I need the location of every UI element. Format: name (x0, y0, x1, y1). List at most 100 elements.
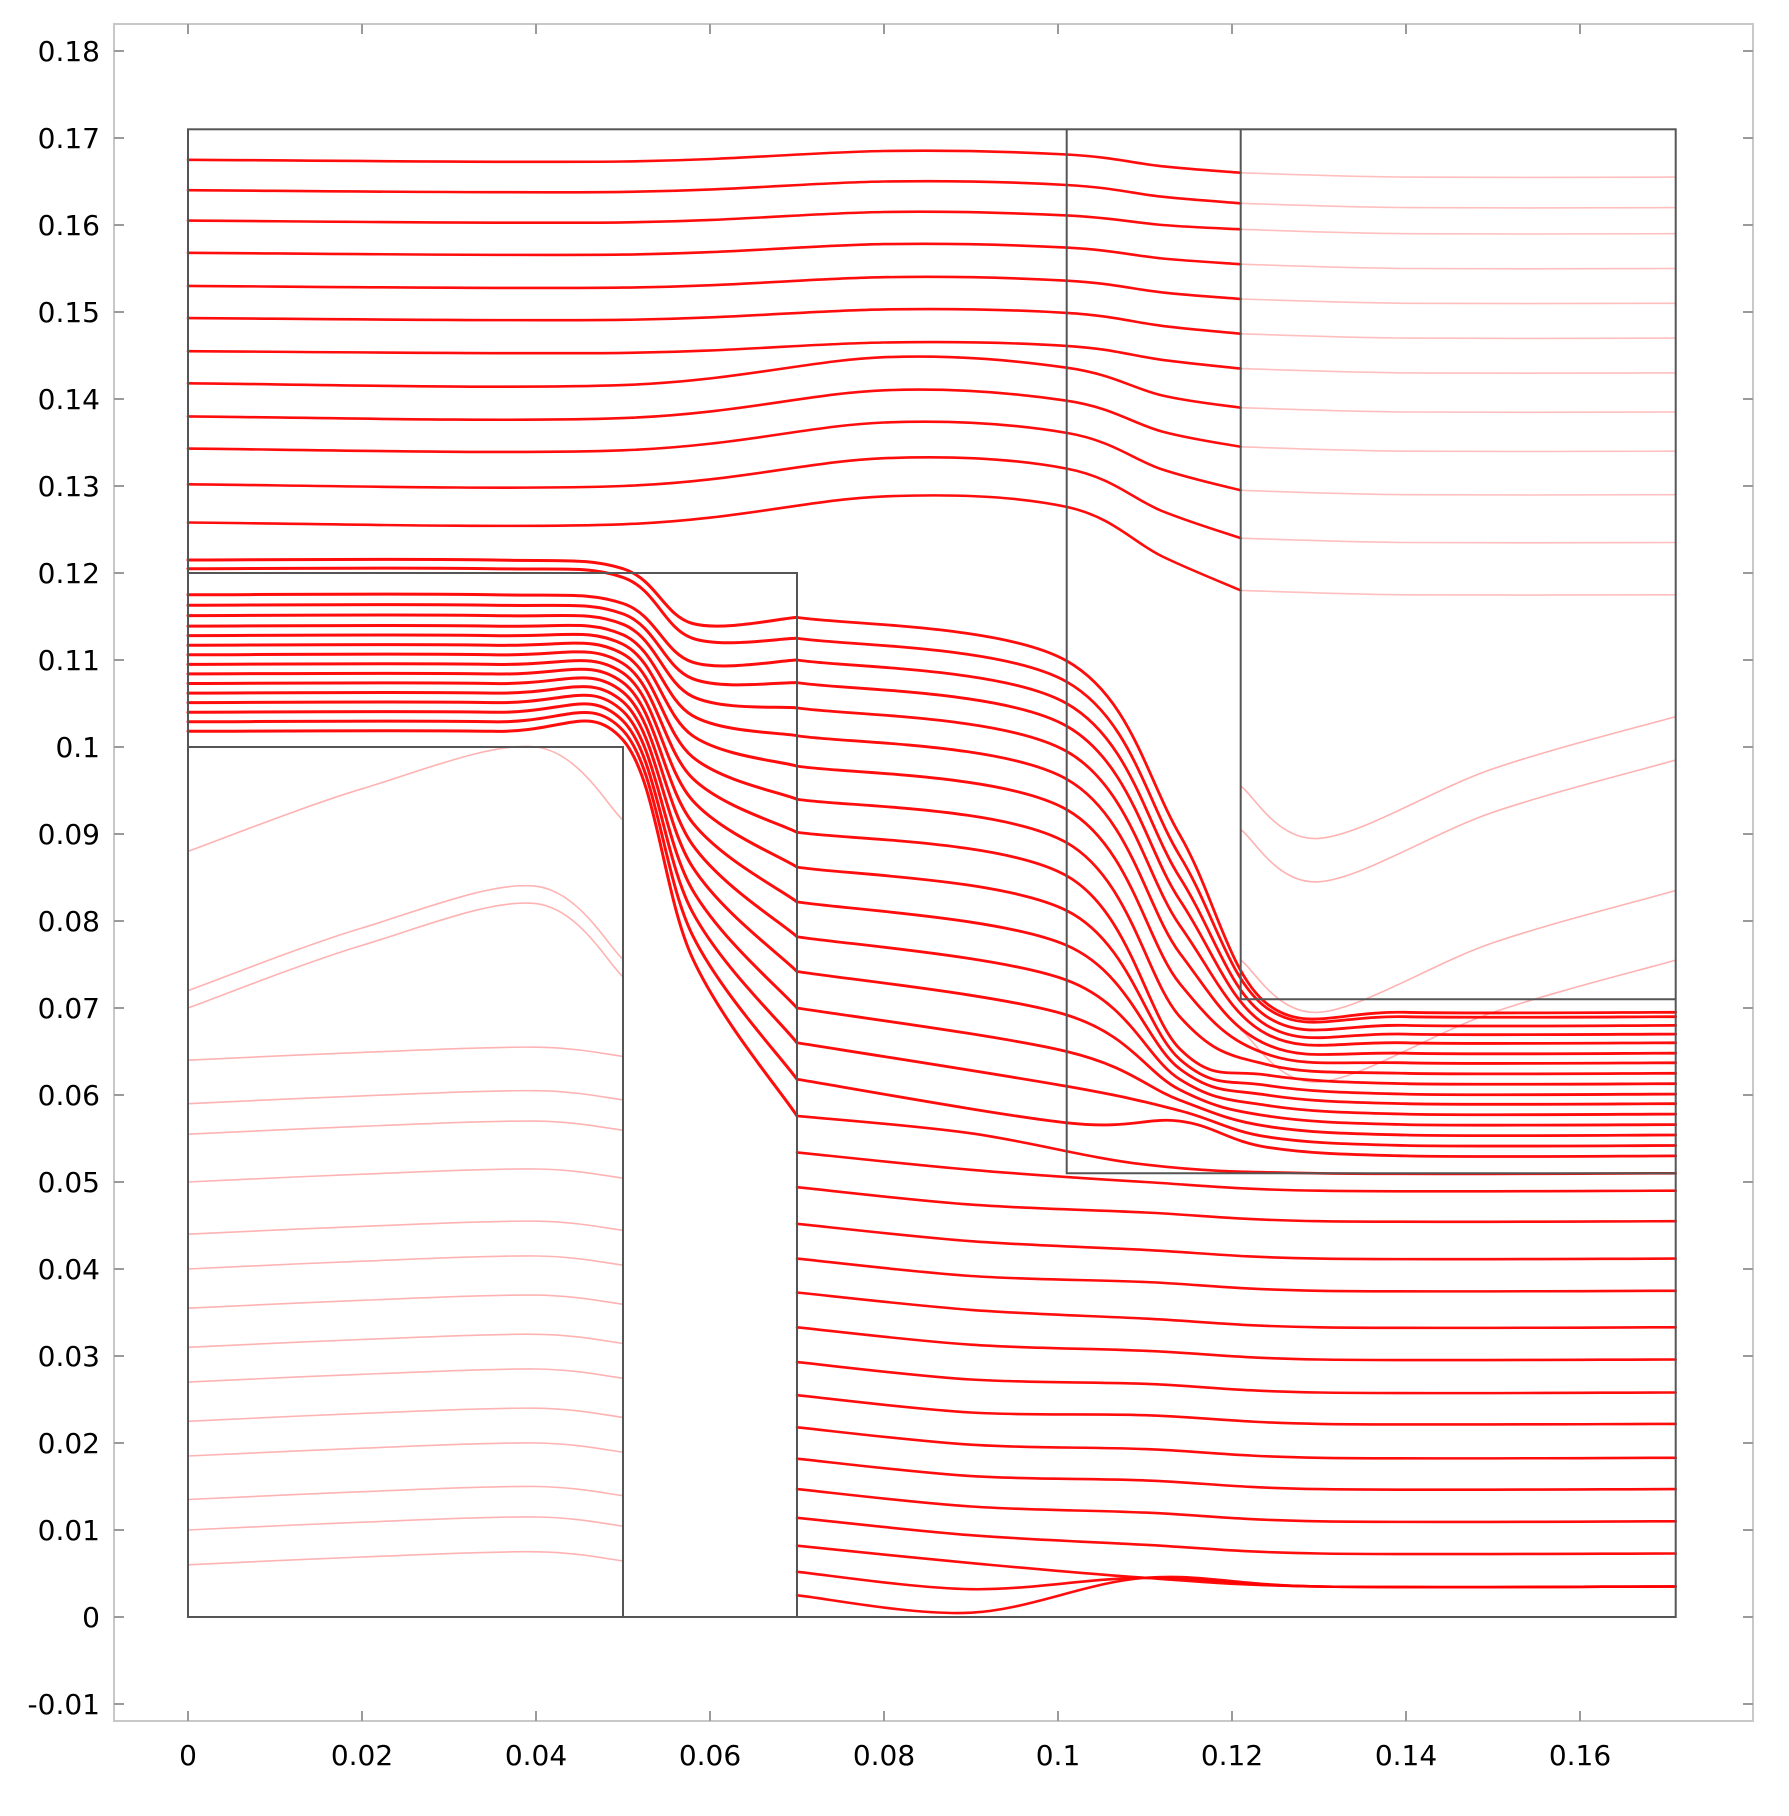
streamline (795, 935, 1678, 1117)
streamline (186, 641, 799, 801)
streamline (186, 307, 1242, 336)
x-tick-label: 0.06 (679, 1739, 741, 1772)
streamline (1239, 172, 1677, 179)
streamlines-group (186, 149, 1678, 1615)
x-tick-label: 0.04 (505, 1739, 567, 1772)
streamline (795, 1457, 1677, 1492)
streamline (187, 1220, 624, 1235)
streamline (795, 1516, 1677, 1556)
streamline (187, 1168, 624, 1183)
streamline (795, 1575, 1677, 1615)
streamline (186, 702, 799, 1045)
streamline (795, 636, 1678, 1024)
streamline (187, 1368, 624, 1383)
streamline (795, 706, 1678, 1047)
streamline (186, 210, 1242, 231)
domain-outer-box (187, 128, 1677, 1618)
streamline (795, 865, 1678, 1097)
y-tick-label: 0.07 (38, 992, 100, 1025)
streamline (187, 902, 624, 1009)
streamline (1239, 298, 1677, 305)
streamline (186, 603, 799, 687)
streamline (186, 456, 1242, 540)
y-tick-label: 0.02 (38, 1427, 100, 1460)
streamline (795, 1006, 1678, 1138)
streamline (795, 1185, 1677, 1224)
region-boundary (188, 572, 798, 1617)
streamline (187, 1485, 624, 1501)
x-tick-label: 0.12 (1201, 1739, 1263, 1772)
streamline (186, 632, 799, 768)
streamline (795, 616, 1678, 1021)
y-tick-label: 0.17 (38, 122, 100, 155)
streamline (187, 1294, 624, 1309)
streamline (795, 1151, 1677, 1193)
streamline (795, 658, 1678, 1032)
streamline (187, 1550, 624, 1566)
y-tick-label: 0.15 (38, 296, 100, 329)
streamline (187, 1089, 624, 1105)
x-tick-label: 0.14 (1375, 1739, 1437, 1772)
region-boundary (188, 746, 624, 1617)
streamline (186, 149, 1242, 175)
domain-boundaries (187, 128, 1677, 1618)
streamline (1239, 959, 1677, 1083)
streamline (795, 1426, 1677, 1460)
streamline (1239, 489, 1677, 496)
streamline (186, 685, 799, 973)
streamline (186, 659, 799, 869)
streamline (795, 764, 1678, 1065)
streamline (186, 566, 799, 645)
x-tick-label: 0 (179, 1739, 197, 1772)
streamline (186, 340, 1242, 370)
y-tick-label: 0.11 (38, 644, 100, 677)
streamline (186, 592, 799, 668)
streamline (795, 900, 1678, 1106)
streamline (186, 355, 1242, 409)
x-tick-label: 0.1 (1036, 1739, 1081, 1772)
streamline (186, 242, 1242, 266)
streamline (795, 1393, 1677, 1426)
streamline (795, 1360, 1677, 1395)
y-tick-label: -0.01 (28, 1688, 100, 1721)
streamline (186, 623, 799, 738)
streamline (186, 676, 799, 939)
streamline (1239, 889, 1677, 1014)
region-boundary (1239, 129, 1676, 1001)
streamline (186, 494, 1242, 592)
x-tick-label: 0.02 (331, 1739, 393, 1772)
y-tick-label: 0.04 (38, 1253, 100, 1286)
streamline (795, 1222, 1677, 1261)
streamline (1239, 406, 1677, 414)
streamline (186, 179, 1242, 205)
streamline (795, 1326, 1677, 1362)
y-tick-label: 0.1 (55, 731, 100, 764)
streamline (795, 1077, 1678, 1158)
x-tick-label: 0.16 (1549, 1739, 1611, 1772)
y-tick-label: 0.12 (38, 557, 100, 590)
streamline (187, 745, 624, 853)
streamline (1239, 263, 1677, 270)
streamline (186, 613, 799, 710)
streamline (1239, 537, 1677, 544)
streamline (795, 1257, 1677, 1293)
streamline (186, 420, 1242, 492)
streamline (1239, 446, 1677, 453)
y-tick-label: 0.16 (38, 209, 100, 242)
streamline (186, 557, 799, 628)
streamline (795, 1041, 1678, 1148)
x-tick-label: 0.08 (853, 1739, 915, 1772)
streamline (187, 1442, 624, 1457)
streamline (1239, 589, 1677, 596)
streamline (187, 884, 624, 992)
y-tick-label: 0.09 (38, 818, 100, 851)
streamline (795, 830, 1678, 1086)
streamline (795, 734, 1678, 1056)
streamline (187, 1120, 624, 1135)
streamline (187, 1333, 624, 1349)
streamline (187, 1516, 624, 1531)
y-tick-label: 0.18 (38, 35, 100, 68)
streamline (1239, 202, 1677, 209)
region-boundary (1065, 129, 1676, 1175)
streamline (1239, 759, 1677, 883)
